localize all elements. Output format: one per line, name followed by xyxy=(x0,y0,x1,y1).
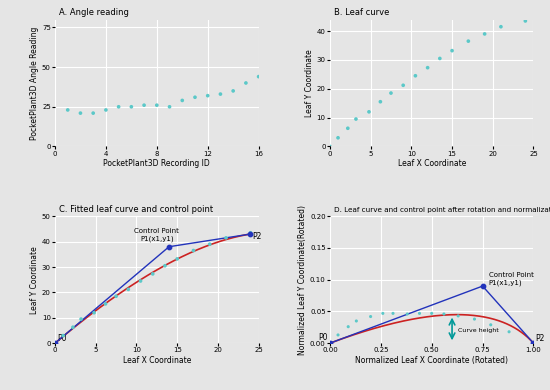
Point xyxy=(246,230,255,236)
Point xyxy=(399,82,408,89)
Text: P2: P2 xyxy=(252,232,261,241)
Point xyxy=(102,107,111,113)
Point xyxy=(427,310,436,317)
X-axis label: Leaf X Coordinate: Leaf X Coordinate xyxy=(123,356,191,365)
Point xyxy=(334,332,343,338)
Point xyxy=(161,262,169,269)
Point xyxy=(101,301,110,307)
Point xyxy=(127,104,136,110)
Point xyxy=(366,314,375,320)
Point xyxy=(178,98,186,104)
Point xyxy=(114,104,123,110)
Point xyxy=(222,235,230,241)
Point xyxy=(148,271,157,277)
Point xyxy=(326,143,334,149)
Point xyxy=(411,73,420,79)
Point xyxy=(448,48,456,54)
X-axis label: PocketPlant3D Recording ID: PocketPlant3D Recording ID xyxy=(103,160,210,168)
Text: P0: P0 xyxy=(57,334,67,343)
Point xyxy=(378,310,387,317)
Point xyxy=(216,91,225,97)
Point xyxy=(246,231,255,237)
Point xyxy=(529,340,538,346)
Point xyxy=(63,107,72,113)
X-axis label: Leaf X Coordinate: Leaf X Coordinate xyxy=(398,160,466,168)
Point xyxy=(165,104,174,110)
Text: P2: P2 xyxy=(536,334,545,343)
Y-axis label: Normalized Leaf Y Coordinate(Rotated): Normalized Leaf Y Coordinate(Rotated) xyxy=(298,205,307,355)
Point xyxy=(124,286,133,292)
Point xyxy=(205,241,214,247)
Point xyxy=(344,324,353,330)
Text: Control Point
P1(x1,y1): Control Point P1(x1,y1) xyxy=(489,272,534,285)
Y-axis label: PocketPlant3D Angle Reading: PocketPlant3D Angle Reading xyxy=(30,26,39,140)
Point xyxy=(439,311,448,317)
Point xyxy=(51,340,59,346)
Point xyxy=(51,340,59,346)
Point xyxy=(343,125,352,131)
Text: C. Fitted leaf curve and control point: C. Fitted leaf curve and control point xyxy=(59,205,213,214)
X-axis label: Normalized Leaf X Coordinate (Rotated): Normalized Leaf X Coordinate (Rotated) xyxy=(355,356,508,365)
Point xyxy=(204,92,212,99)
Text: B. Leaf curve: B. Leaf curve xyxy=(334,8,389,17)
Text: D. Leaf curve and control point after rotation and normalization: D. Leaf curve and control point after ro… xyxy=(334,207,550,213)
Point xyxy=(59,332,68,339)
Text: A. Angle reading: A. Angle reading xyxy=(59,8,129,17)
Point xyxy=(454,313,463,319)
Y-axis label: Leaf Y Coordinate: Leaf Y Coordinate xyxy=(30,246,39,314)
Text: Control Point
P1(x1,y1): Control Point P1(x1,y1) xyxy=(134,229,179,242)
Point xyxy=(529,340,538,346)
Text: Curve height: Curve height xyxy=(458,328,499,333)
Point xyxy=(376,99,385,105)
Y-axis label: Leaf Y Coordinate: Leaf Y Coordinate xyxy=(305,49,314,117)
Point xyxy=(326,340,334,346)
Point xyxy=(90,310,98,316)
Point xyxy=(140,102,148,108)
Point xyxy=(365,109,373,115)
Point xyxy=(351,116,360,122)
Point xyxy=(352,318,361,324)
Point xyxy=(334,135,343,141)
Point xyxy=(76,110,85,116)
Point xyxy=(521,18,530,24)
Point xyxy=(112,293,120,300)
Point xyxy=(387,90,395,96)
Point xyxy=(464,38,473,44)
Point xyxy=(505,329,514,335)
Point xyxy=(415,310,424,317)
Point xyxy=(69,324,78,330)
Point xyxy=(480,31,489,37)
Point xyxy=(470,316,479,322)
Point xyxy=(164,244,173,250)
Point xyxy=(189,247,198,254)
Point xyxy=(486,322,495,328)
Point xyxy=(497,23,505,30)
Point xyxy=(136,278,145,284)
Point xyxy=(326,340,334,346)
Point xyxy=(436,55,444,62)
Point xyxy=(152,102,161,108)
Point xyxy=(389,310,398,317)
Point xyxy=(241,80,250,86)
Point xyxy=(423,65,432,71)
Point xyxy=(478,283,487,289)
Point xyxy=(89,110,97,116)
Text: P0: P0 xyxy=(318,333,328,342)
Point xyxy=(173,256,182,262)
Point xyxy=(76,316,85,322)
Point xyxy=(191,94,200,100)
Point xyxy=(403,311,411,317)
Point xyxy=(254,73,263,80)
Point xyxy=(229,88,238,94)
